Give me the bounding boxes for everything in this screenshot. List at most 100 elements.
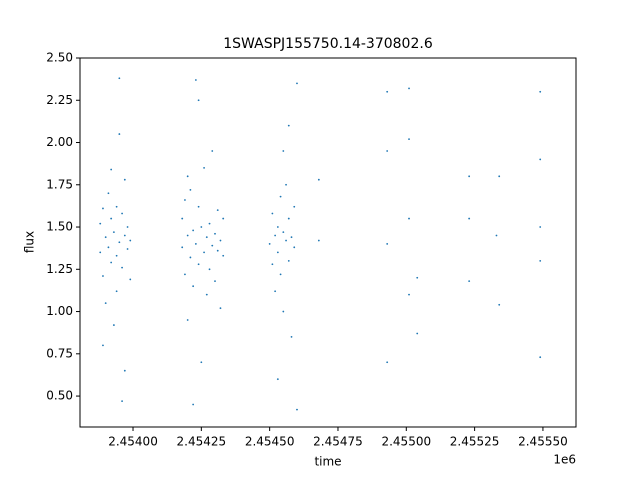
point — [408, 87, 410, 90]
point — [203, 251, 205, 254]
point — [276, 251, 279, 254]
y-tick-label: 1.25 — [46, 262, 73, 276]
point — [192, 403, 195, 406]
point — [205, 236, 208, 239]
point — [386, 90, 389, 93]
point — [495, 234, 498, 237]
x-tick-label: 2.45525 — [450, 435, 500, 449]
point — [197, 263, 200, 266]
point — [118, 133, 121, 135]
y-tick-label: 2.50 — [46, 51, 73, 65]
point — [219, 307, 222, 310]
plot-frame — [79, 57, 577, 428]
y-tick-label: 1.00 — [46, 304, 73, 318]
point — [296, 408, 298, 411]
point — [192, 285, 195, 288]
y-tick-label: 0.75 — [46, 346, 73, 360]
x-tick-label: 2.45400 — [108, 435, 158, 449]
point — [285, 183, 287, 186]
point — [216, 209, 219, 212]
point — [216, 249, 219, 252]
point — [211, 150, 214, 152]
point — [189, 188, 192, 191]
point — [194, 243, 197, 245]
y-tick-label: 1.75 — [46, 177, 73, 191]
point — [317, 239, 320, 242]
point — [276, 378, 279, 381]
point — [539, 90, 542, 93]
point — [200, 361, 203, 364]
x-tick-label: 2.45500 — [381, 435, 431, 449]
chart-title: 1SWASPJ155750.14-370802.6 — [223, 36, 433, 52]
point — [99, 251, 102, 254]
point — [129, 239, 132, 242]
point — [271, 263, 274, 266]
point — [123, 178, 126, 181]
x-tick-label: 2.45450 — [245, 435, 295, 449]
point — [104, 302, 107, 304]
x-tick-label: 2.45550 — [518, 435, 568, 449]
point — [222, 217, 225, 220]
point — [115, 205, 118, 208]
point — [282, 310, 285, 313]
point — [112, 231, 115, 234]
point — [408, 217, 410, 220]
point — [181, 246, 184, 249]
point — [107, 246, 110, 249]
point — [186, 319, 189, 321]
point — [287, 217, 290, 220]
point — [222, 254, 225, 257]
y-tick-label: 2.00 — [46, 135, 73, 149]
point — [276, 226, 279, 228]
point — [285, 239, 287, 242]
point — [274, 234, 277, 237]
point — [118, 77, 121, 80]
point — [197, 99, 200, 102]
point — [121, 400, 123, 403]
y-tick-label: 0.50 — [46, 389, 73, 403]
point — [468, 175, 471, 178]
x-axis-label: time — [314, 455, 341, 469]
point — [112, 324, 115, 326]
point — [121, 266, 123, 269]
point — [102, 207, 104, 210]
point — [498, 175, 501, 178]
point — [208, 222, 211, 225]
point — [102, 344, 104, 347]
point — [386, 243, 389, 245]
point — [468, 280, 471, 283]
point — [539, 226, 542, 228]
point — [408, 293, 410, 296]
point — [123, 369, 126, 372]
point — [282, 150, 285, 152]
point — [408, 138, 410, 141]
y-tick-label: 1.50 — [46, 220, 73, 234]
point — [386, 361, 389, 364]
point — [110, 261, 113, 264]
point — [317, 178, 320, 181]
point — [214, 232, 216, 235]
point — [386, 150, 389, 152]
point — [539, 356, 542, 359]
point — [271, 212, 274, 215]
point — [293, 205, 296, 208]
point — [126, 226, 129, 228]
point — [107, 192, 110, 195]
point — [539, 259, 542, 262]
point — [268, 243, 271, 245]
point — [189, 256, 192, 259]
point — [192, 229, 195, 232]
point — [104, 236, 107, 239]
point — [123, 234, 126, 237]
point — [282, 231, 285, 234]
x-tick-label: 2.45425 — [177, 435, 227, 449]
point — [416, 332, 419, 335]
point — [293, 246, 296, 249]
point — [121, 212, 123, 215]
point — [184, 199, 186, 201]
point — [279, 195, 282, 198]
point — [203, 166, 205, 169]
point — [416, 276, 419, 279]
point — [219, 239, 222, 242]
